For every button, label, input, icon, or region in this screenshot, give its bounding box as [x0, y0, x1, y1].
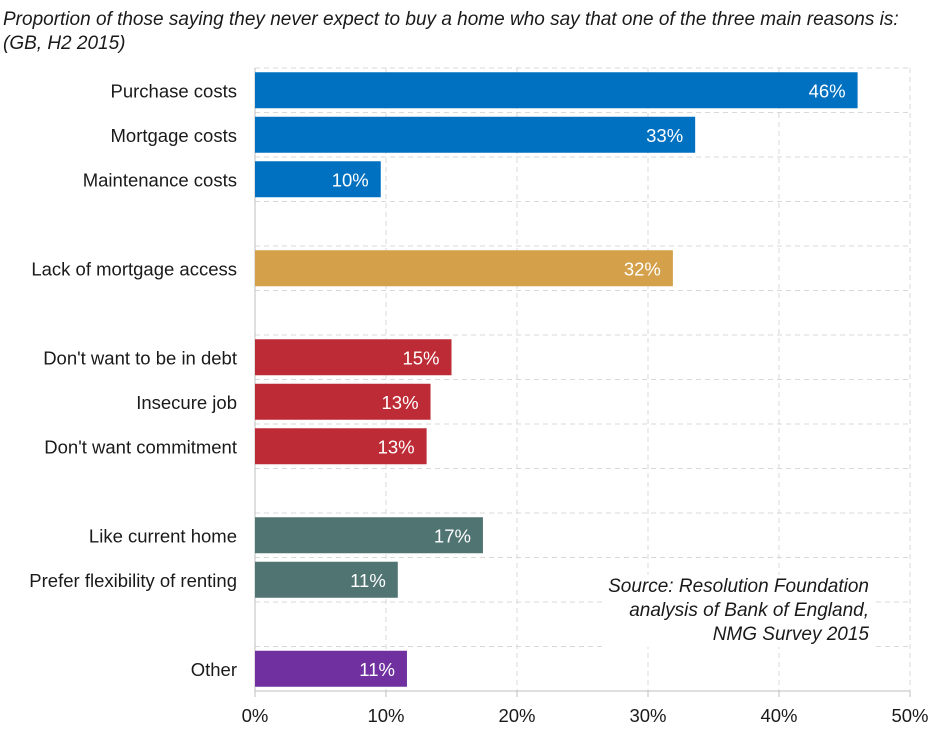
data-label: 10% — [332, 169, 369, 190]
x-tick-label: 30% — [629, 705, 666, 726]
category-label: Purchase costs — [111, 80, 237, 101]
bar — [255, 561, 398, 598]
category-label: Like current home — [89, 525, 237, 546]
category-label: Insecure job — [136, 392, 237, 413]
x-tick-label: 20% — [498, 705, 535, 726]
data-label: 46% — [809, 80, 846, 101]
source-line-3: NMG Survey 2015 — [712, 624, 869, 645]
x-tick-label: 10% — [367, 705, 404, 726]
source-line-1: Source: Resolution Foundation — [608, 576, 869, 597]
category-label: Don't want commitment — [44, 436, 237, 457]
data-label: 11% — [350, 570, 386, 591]
chart-title: Proportion of those saying they never ex… — [3, 9, 899, 54]
source-annotation: Source: Resolution Foundation analysis o… — [604, 575, 873, 647]
category-label: Other — [191, 659, 237, 680]
category-label: Mortgage costs — [111, 125, 237, 146]
bar — [255, 72, 858, 109]
data-label: 15% — [402, 347, 439, 368]
category-label: Don't want to be in debt — [43, 347, 237, 368]
bar — [255, 428, 427, 465]
data-label: 33% — [646, 125, 683, 146]
bar — [255, 517, 483, 554]
x-tick-label: 0% — [242, 705, 269, 726]
category-label: Maintenance costs — [83, 169, 237, 190]
bar — [255, 116, 696, 153]
category-label: Prefer flexibility of renting — [29, 570, 237, 591]
bar — [255, 250, 673, 287]
bar — [255, 650, 407, 687]
data-label: 11% — [359, 659, 395, 680]
bar — [255, 383, 431, 420]
data-label: 32% — [624, 258, 661, 279]
data-label: 13% — [382, 392, 419, 413]
x-tick-label: 40% — [760, 705, 797, 726]
source-line-2: analysis of Bank of England, — [629, 600, 869, 621]
data-label: 17% — [434, 525, 471, 546]
data-label: 13% — [378, 436, 415, 457]
x-tick-label: 50% — [891, 705, 928, 726]
category-label: Lack of mortgage access — [31, 258, 237, 279]
bar — [255, 161, 381, 198]
bar — [255, 339, 452, 376]
